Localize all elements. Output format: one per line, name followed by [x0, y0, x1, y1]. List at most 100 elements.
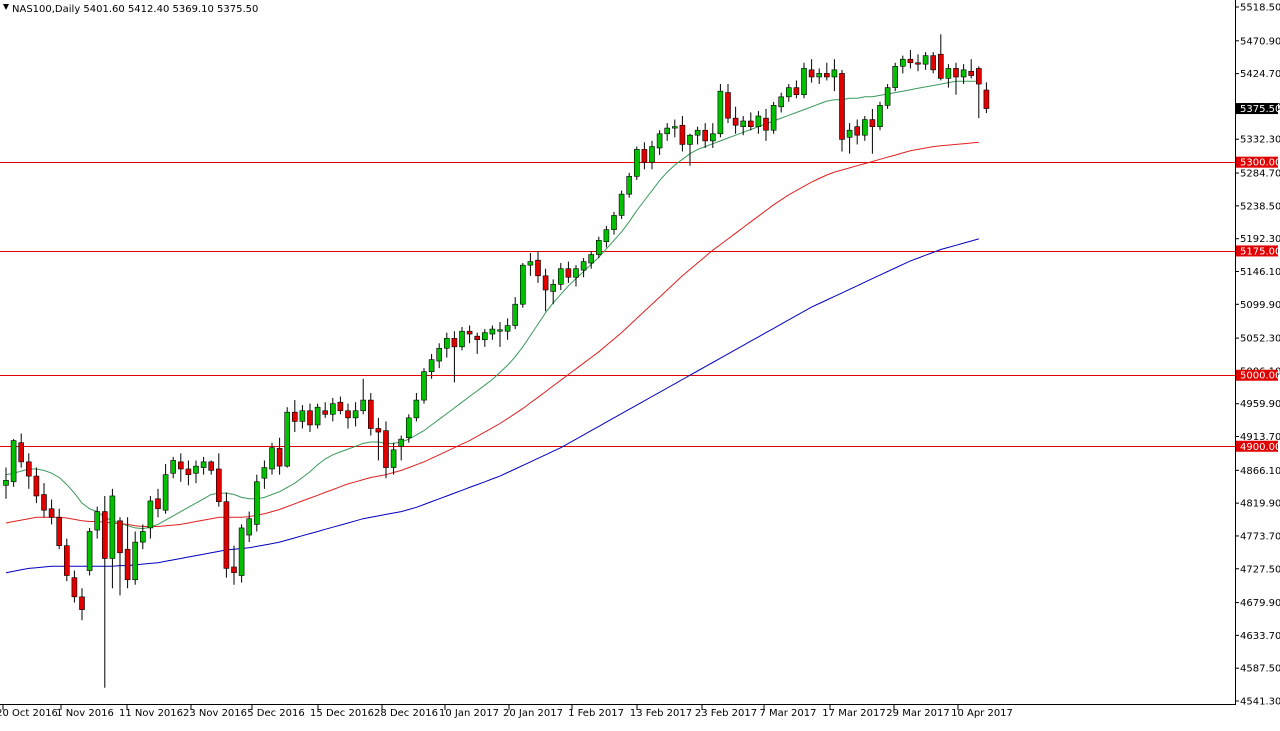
price-tick-label: 4541.30 — [1240, 697, 1280, 708]
candle-body — [140, 531, 146, 543]
candle-body — [375, 428, 382, 433]
candle — [375, 417, 382, 461]
time-tick-label: 17 Mar 2017 — [822, 708, 885, 719]
time-tick-label: 15 Dec 2016 — [310, 708, 374, 719]
candle-body — [322, 410, 329, 415]
candle — [649, 140, 655, 170]
candle — [329, 397, 336, 422]
price-tick-label: 4866.10 — [1240, 466, 1280, 477]
candle — [436, 343, 443, 369]
candle — [725, 84, 731, 124]
candle-body — [64, 545, 70, 576]
candle — [216, 453, 222, 507]
candles — [3, 34, 990, 688]
candle-body — [261, 467, 268, 479]
candle — [679, 116, 686, 152]
price-tick-label: 4913.70 — [1240, 432, 1280, 443]
candle-body — [953, 68, 959, 78]
level-labels: 5300.00 5175.00 5000.00 4900.00 5375.50 — [1236, 103, 1280, 453]
candle-body — [254, 481, 260, 525]
candle-body — [542, 275, 549, 291]
price-tick-label: 5238.50 — [1240, 201, 1280, 212]
price-tick-label: 4959.90 — [1240, 399, 1280, 410]
candle-body — [390, 449, 397, 468]
candle — [869, 108, 876, 154]
candle-body — [725, 92, 731, 119]
candle — [193, 460, 199, 484]
candle-body — [109, 495, 116, 559]
candle-body — [504, 325, 511, 332]
candle-body — [337, 401, 344, 412]
price-tick-label: 4819.90 — [1240, 499, 1280, 510]
candle — [345, 403, 351, 429]
candle-body — [626, 176, 633, 195]
candle — [846, 123, 853, 154]
candle-body — [18, 442, 25, 463]
candle-body — [246, 518, 252, 536]
candle — [94, 506, 100, 539]
candle — [618, 190, 625, 219]
candle-body — [398, 438, 405, 447]
candle — [140, 524, 146, 550]
candle — [785, 84, 792, 102]
candle-body — [413, 399, 420, 419]
candle — [542, 268, 549, 312]
time-tick-label: 1 Nov 2016 — [56, 708, 114, 719]
candle-body — [367, 399, 374, 429]
candle-body — [147, 500, 154, 529]
candle — [504, 318, 511, 340]
candle — [86, 527, 93, 576]
time-tick-label: 28 Dec 2016 — [374, 708, 438, 719]
candle — [383, 421, 389, 479]
candle — [291, 400, 298, 433]
candle-body — [732, 117, 739, 126]
candle — [360, 378, 367, 415]
level-label-box — [1236, 369, 1278, 381]
candle — [527, 253, 534, 276]
candle — [960, 64, 967, 85]
candle-body — [497, 329, 503, 332]
candle-body — [231, 566, 237, 573]
candle — [953, 62, 959, 95]
candle — [519, 263, 526, 308]
candle-body — [930, 55, 937, 71]
candle — [299, 405, 306, 429]
candle-body — [223, 501, 230, 569]
candle-body — [535, 259, 541, 277]
candle — [459, 326, 465, 351]
candle-body — [71, 577, 78, 598]
candle — [588, 250, 595, 269]
candle-body — [816, 73, 823, 78]
moving-average-1 — [5, 141, 979, 527]
candle — [664, 123, 671, 141]
candle-body — [565, 268, 572, 278]
candle — [687, 133, 693, 166]
candle — [983, 82, 990, 114]
candle — [550, 279, 557, 305]
candle — [443, 332, 450, 358]
candle-body — [960, 69, 967, 78]
moving-average-0 — [5, 80, 979, 530]
candle — [284, 407, 291, 468]
candle-body — [193, 465, 199, 474]
level-label-box — [1236, 156, 1278, 168]
candle-body — [216, 468, 222, 502]
candle-body — [299, 410, 306, 422]
candle-body — [162, 474, 169, 511]
level-label: 5300.00 — [1240, 158, 1280, 169]
candle-body — [345, 410, 351, 419]
candle-body — [778, 96, 785, 108]
time-tick-label: 20 Oct 2016 — [0, 708, 58, 719]
candle-body — [892, 66, 899, 88]
candle-body — [269, 447, 275, 470]
candle — [254, 474, 260, 532]
candle-body — [831, 69, 838, 78]
candle — [899, 55, 906, 74]
price-tick-label: 5052.30 — [1240, 334, 1280, 345]
candle-body — [983, 89, 990, 109]
time-tick-label: 7 Mar 2017 — [759, 708, 816, 719]
price-tick-label: 5470.90 — [1240, 36, 1280, 47]
candle — [907, 49, 914, 69]
candle — [930, 52, 937, 74]
